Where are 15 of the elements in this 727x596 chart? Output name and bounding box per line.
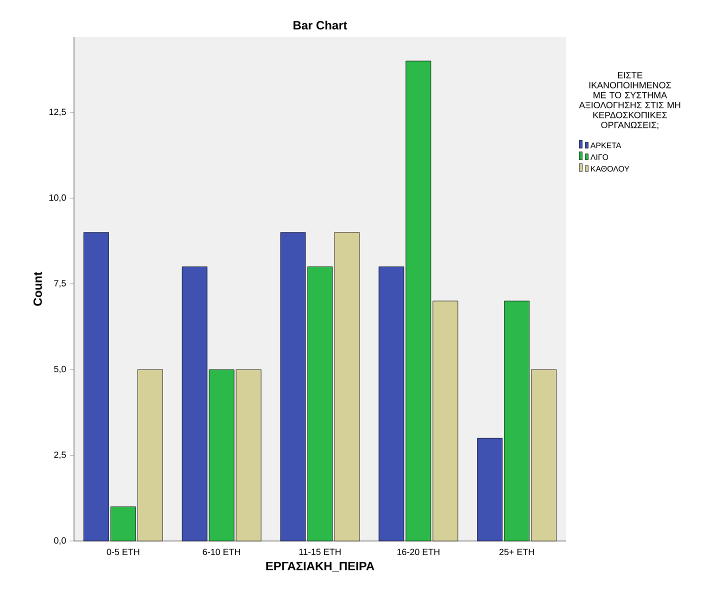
x-axis-title: ΕΡΓΑΣΙΑΚΗ_ΠΕΙΡΑ <box>266 562 374 572</box>
y-tick-label: 7,5 <box>54 280 66 288</box>
y-tick-label: 10,0 <box>49 194 66 202</box>
y-tick-label: 2,5 <box>54 452 66 459</box>
y-tick-label: 0,0 <box>54 537 66 545</box>
y-axis-title: Count <box>33 272 42 306</box>
x-tick-label: 25+ ΕΤΗ <box>499 548 534 556</box>
x-tick-label: 0-5 ΕΤΗ <box>106 548 140 556</box>
x-tick-label: 11-15 ΕΤΗ <box>299 548 341 556</box>
x-tick-label: 6-10 ΕΤΗ <box>202 548 240 556</box>
chart-title: Bar Chart <box>294 20 348 30</box>
y-tick-label: 5,0 <box>54 366 66 374</box>
y-tick-label: 12,5 <box>49 108 66 116</box>
legend-title: ΕΙΣΤΕ ΙΚΑΝΟΠΟΙΗΜΕΝΟΣ ΜΕ ΤΟ ΣΥΣΤΗΜΑ ΑΞΙΟΛΟΓΗΣΗΣ ΣΤΙΣ ΜΗ ΚΕΡΔΟΣΚΟΠΙΚΕΣ ΟΡΓΑΝΩΣΕΙΣ; <box>579 72 680 130</box>
x-tick-label: 16-20 ΕΤΗ <box>397 548 440 556</box>
